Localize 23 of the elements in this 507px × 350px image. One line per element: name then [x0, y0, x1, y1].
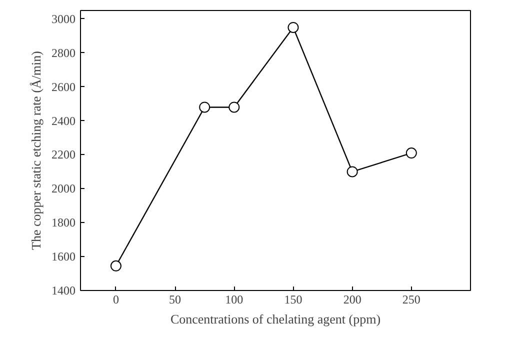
y-axis-title: The copper static etching rate (Å/min) — [28, 51, 44, 250]
x-tick-label: 100 — [225, 292, 244, 306]
y-tick-label: 3000 — [52, 12, 76, 26]
point — [288, 22, 299, 33]
x-tick-label: 200 — [343, 292, 362, 306]
y-tick-label: 2200 — [52, 148, 76, 162]
y-tick-label: 1600 — [52, 250, 76, 264]
point — [228, 102, 240, 113]
y-tick-label: 1400 — [52, 284, 76, 298]
point — [199, 102, 210, 113]
x-tick-label: 250 — [402, 292, 420, 306]
x-tick-label: 150 — [284, 292, 302, 306]
y-tick-label: 2600 — [52, 80, 76, 94]
y-tick-label: 2400 — [52, 114, 76, 128]
y-tick-label: 2800 — [52, 46, 76, 60]
point — [406, 148, 417, 159]
point — [346, 166, 358, 178]
y-tick-label: 1800 — [52, 216, 76, 230]
x-tick-label: 0 — [112, 292, 119, 306]
y-tick-label: 2000 — [52, 182, 76, 196]
x-tick-label: 50 — [169, 292, 182, 306]
point — [110, 260, 122, 272]
x-axis-title: Concentrations of chelating agent (ppm) — [170, 312, 381, 326]
